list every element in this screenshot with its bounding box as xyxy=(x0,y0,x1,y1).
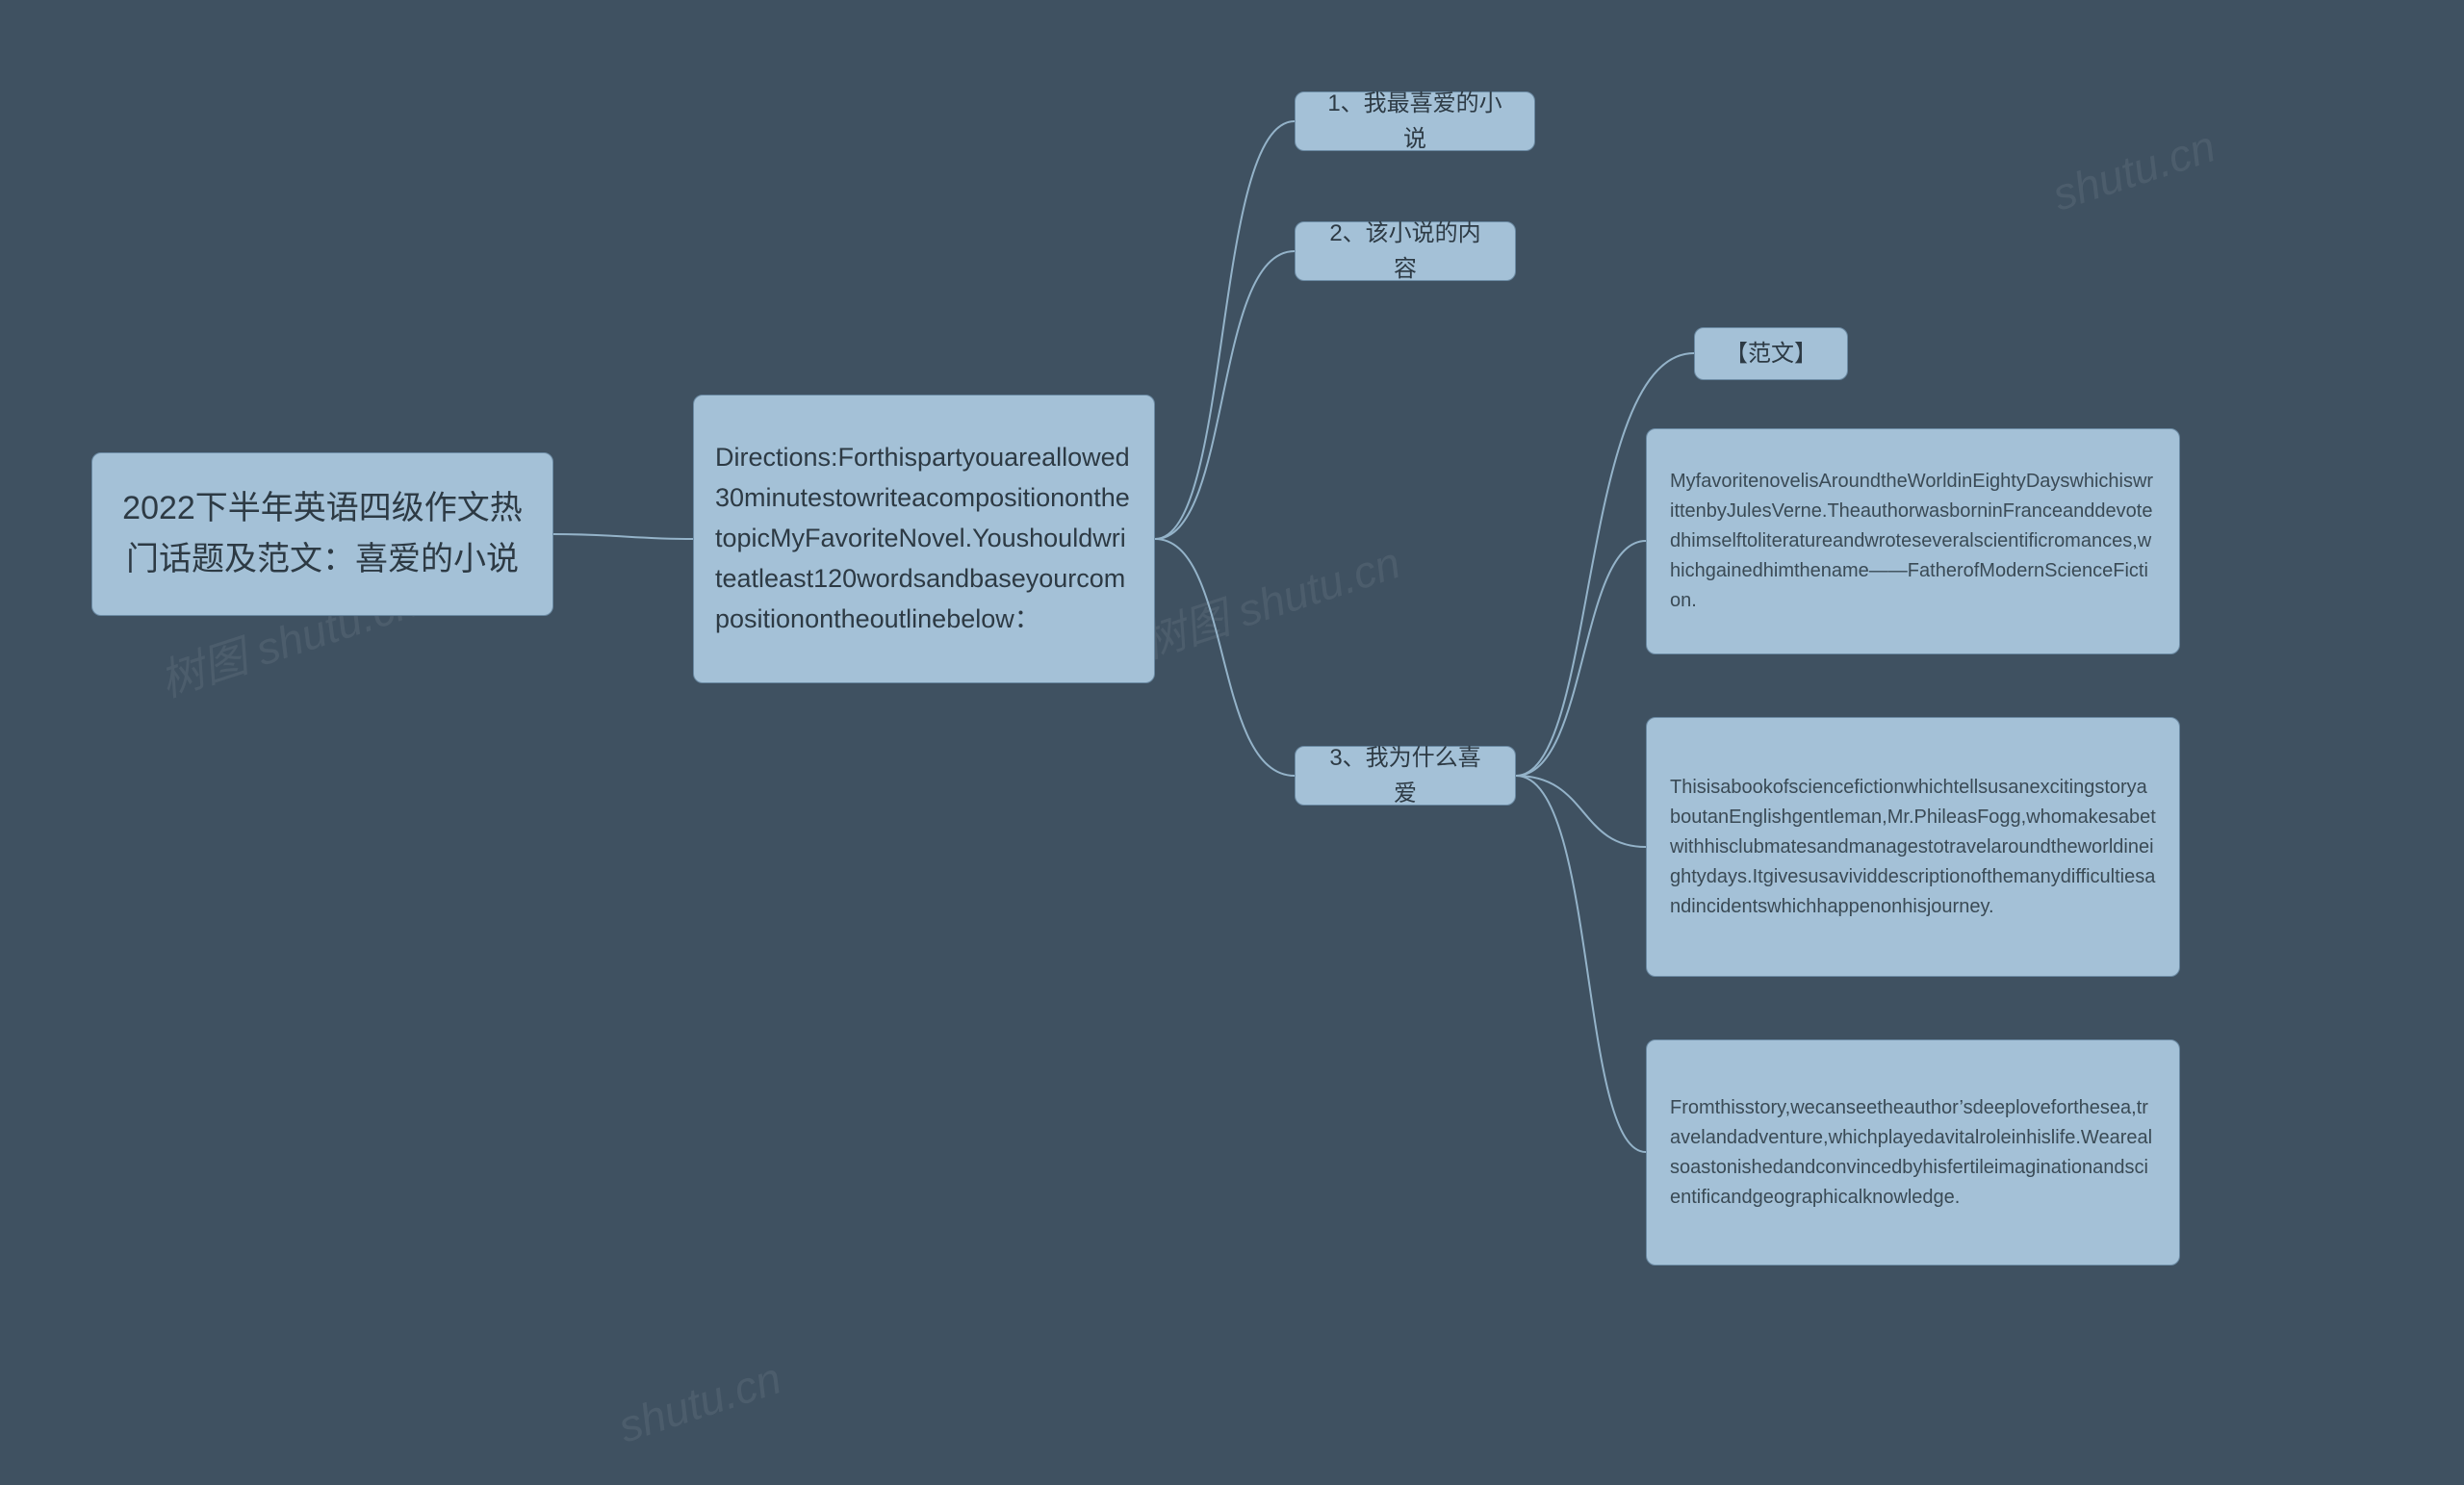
watermark: shutu.cn xyxy=(2046,119,2221,220)
watermark: shutu.cn xyxy=(612,1351,787,1452)
sub-fanwen: 【范文】 xyxy=(1694,327,1848,380)
paragraph-1-text: MyfavoritenovelisAroundtheWorldinEightyD… xyxy=(1670,467,2156,616)
paragraph-1: MyfavoritenovelisAroundtheWorldinEightyD… xyxy=(1646,428,2180,654)
watermark: 树图 shutu.cn xyxy=(1133,528,1407,672)
branch-2: 2、该小说的内容 xyxy=(1295,221,1516,281)
branch-3: 3、我为什么喜爱 xyxy=(1295,746,1516,806)
sub-fanwen-text: 【范文】 xyxy=(1725,336,1817,371)
branch-3-text: 3、我为什么喜爱 xyxy=(1319,740,1492,811)
root-text: 2022下半年英语四级作文热门话题及范文：喜爱的小说 xyxy=(114,483,531,584)
paragraph-2-text: Thisisabookofsciencefictionwhichtellsusa… xyxy=(1670,773,2156,922)
root-node: 2022下半年英语四级作文热门话题及范文：喜爱的小说 xyxy=(91,452,553,616)
paragraph-2: Thisisabookofsciencefictionwhichtellsusa… xyxy=(1646,717,2180,977)
paragraph-3-text: Fromthisstory,wecanseetheauthor’sdeeplov… xyxy=(1670,1093,2156,1213)
branch-2-text: 2、该小说的内容 xyxy=(1319,216,1492,287)
branch-1: 1、我最喜爱的小说 xyxy=(1295,91,1535,151)
directions-text: Directions:Forthispartyouareallowed30min… xyxy=(715,438,1133,639)
paragraph-3: Fromthisstory,wecanseetheauthor’sdeeplov… xyxy=(1646,1039,2180,1266)
directions-node: Directions:Forthispartyouareallowed30min… xyxy=(693,395,1155,683)
branch-1-text: 1、我最喜爱的小说 xyxy=(1319,86,1511,157)
